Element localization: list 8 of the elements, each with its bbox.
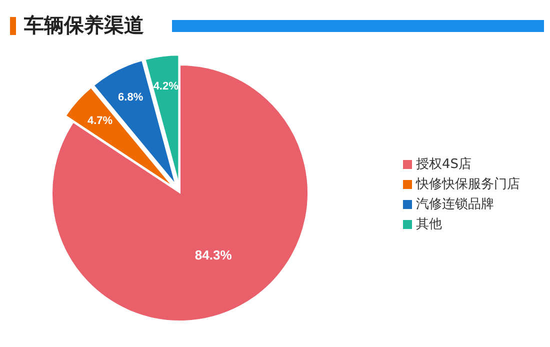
data-label: 4.7% bbox=[87, 115, 113, 128]
legend-label: 授权4S店 bbox=[416, 157, 472, 172]
legend-label: 其他 bbox=[416, 217, 442, 232]
data-label: 84.3% bbox=[194, 248, 232, 263]
chart-title: 车辆保养渠道 bbox=[24, 12, 144, 39]
legend-label: 快修快保服务门店 bbox=[416, 177, 520, 192]
legend-label: 汽修连锁品牌 bbox=[416, 197, 494, 212]
data-label: 6.8% bbox=[118, 92, 144, 104]
